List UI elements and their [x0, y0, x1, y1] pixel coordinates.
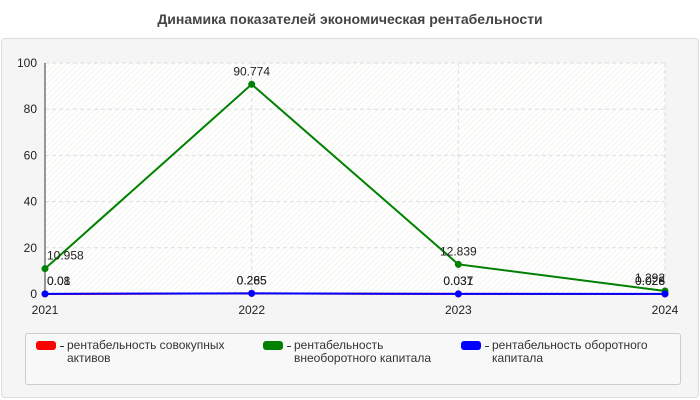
series-line	[44, 292, 666, 295]
series-line	[44, 82, 666, 293]
data-label: 12.839	[440, 244, 477, 258]
data-point	[248, 80, 256, 88]
data-point	[454, 290, 462, 298]
x-tick-label: 2022	[238, 303, 265, 317]
legend: рентабельность совокупных активов рентабе…	[25, 333, 681, 385]
legend-label: рентабельность оборотного капитала	[492, 338, 648, 365]
legend-dash	[287, 346, 291, 347]
data-label: 0.031	[443, 274, 473, 288]
data-point	[661, 290, 669, 298]
y-tick-label: 40	[24, 195, 38, 209]
data-point	[248, 289, 256, 297]
legend-swatch	[461, 341, 481, 350]
plot-area	[45, 63, 665, 294]
data-point	[454, 260, 462, 268]
data-label: 0.026	[635, 274, 665, 288]
data-label: 10.958	[47, 249, 84, 263]
data-point	[41, 265, 49, 273]
x-tick-label: 2024	[652, 303, 679, 317]
data-label: 1.292	[635, 271, 665, 285]
legend-dash	[485, 346, 489, 347]
y-tick-label: 80	[24, 102, 38, 116]
x-tick-label: 2023	[445, 303, 472, 317]
chart: 0 20 40 60 80 100 2021 2022 2023 2024 0.01 0.265 0.0…	[17, 56, 679, 317]
data-label: 0.01	[47, 274, 71, 288]
data-label: 0.028	[635, 274, 665, 288]
y-tick-label: 0	[30, 287, 37, 301]
data-label: 0.08	[47, 274, 71, 288]
y-tick-label: 100	[17, 56, 37, 70]
data-label: 0.285	[237, 273, 267, 287]
legend-label: рентабельность внеоборотного капитала	[294, 338, 431, 365]
y-tick-label: 60	[24, 148, 38, 162]
chart-title: Динамика показателей экономическая рента…	[157, 11, 543, 27]
data-label: 0.265	[237, 273, 267, 287]
legend-dash	[60, 346, 64, 347]
legend-item[interactable]: рентабельность оборотного капитала	[461, 339, 682, 365]
legend-swatch	[263, 341, 283, 350]
data-label: 90.774	[233, 64, 270, 78]
data-label: 0.037	[443, 274, 473, 288]
data-point	[41, 290, 49, 298]
legend-swatch	[36, 341, 56, 350]
legend-label: рентабельность совокупных активов	[67, 338, 225, 365]
x-tick-label: 2021	[32, 303, 59, 317]
y-tick-label: 20	[24, 241, 38, 255]
legend-item[interactable]: рентабельность внеоборотного капитала	[263, 339, 459, 365]
legend-item[interactable]: рентабельность совокупных активов	[36, 339, 247, 365]
